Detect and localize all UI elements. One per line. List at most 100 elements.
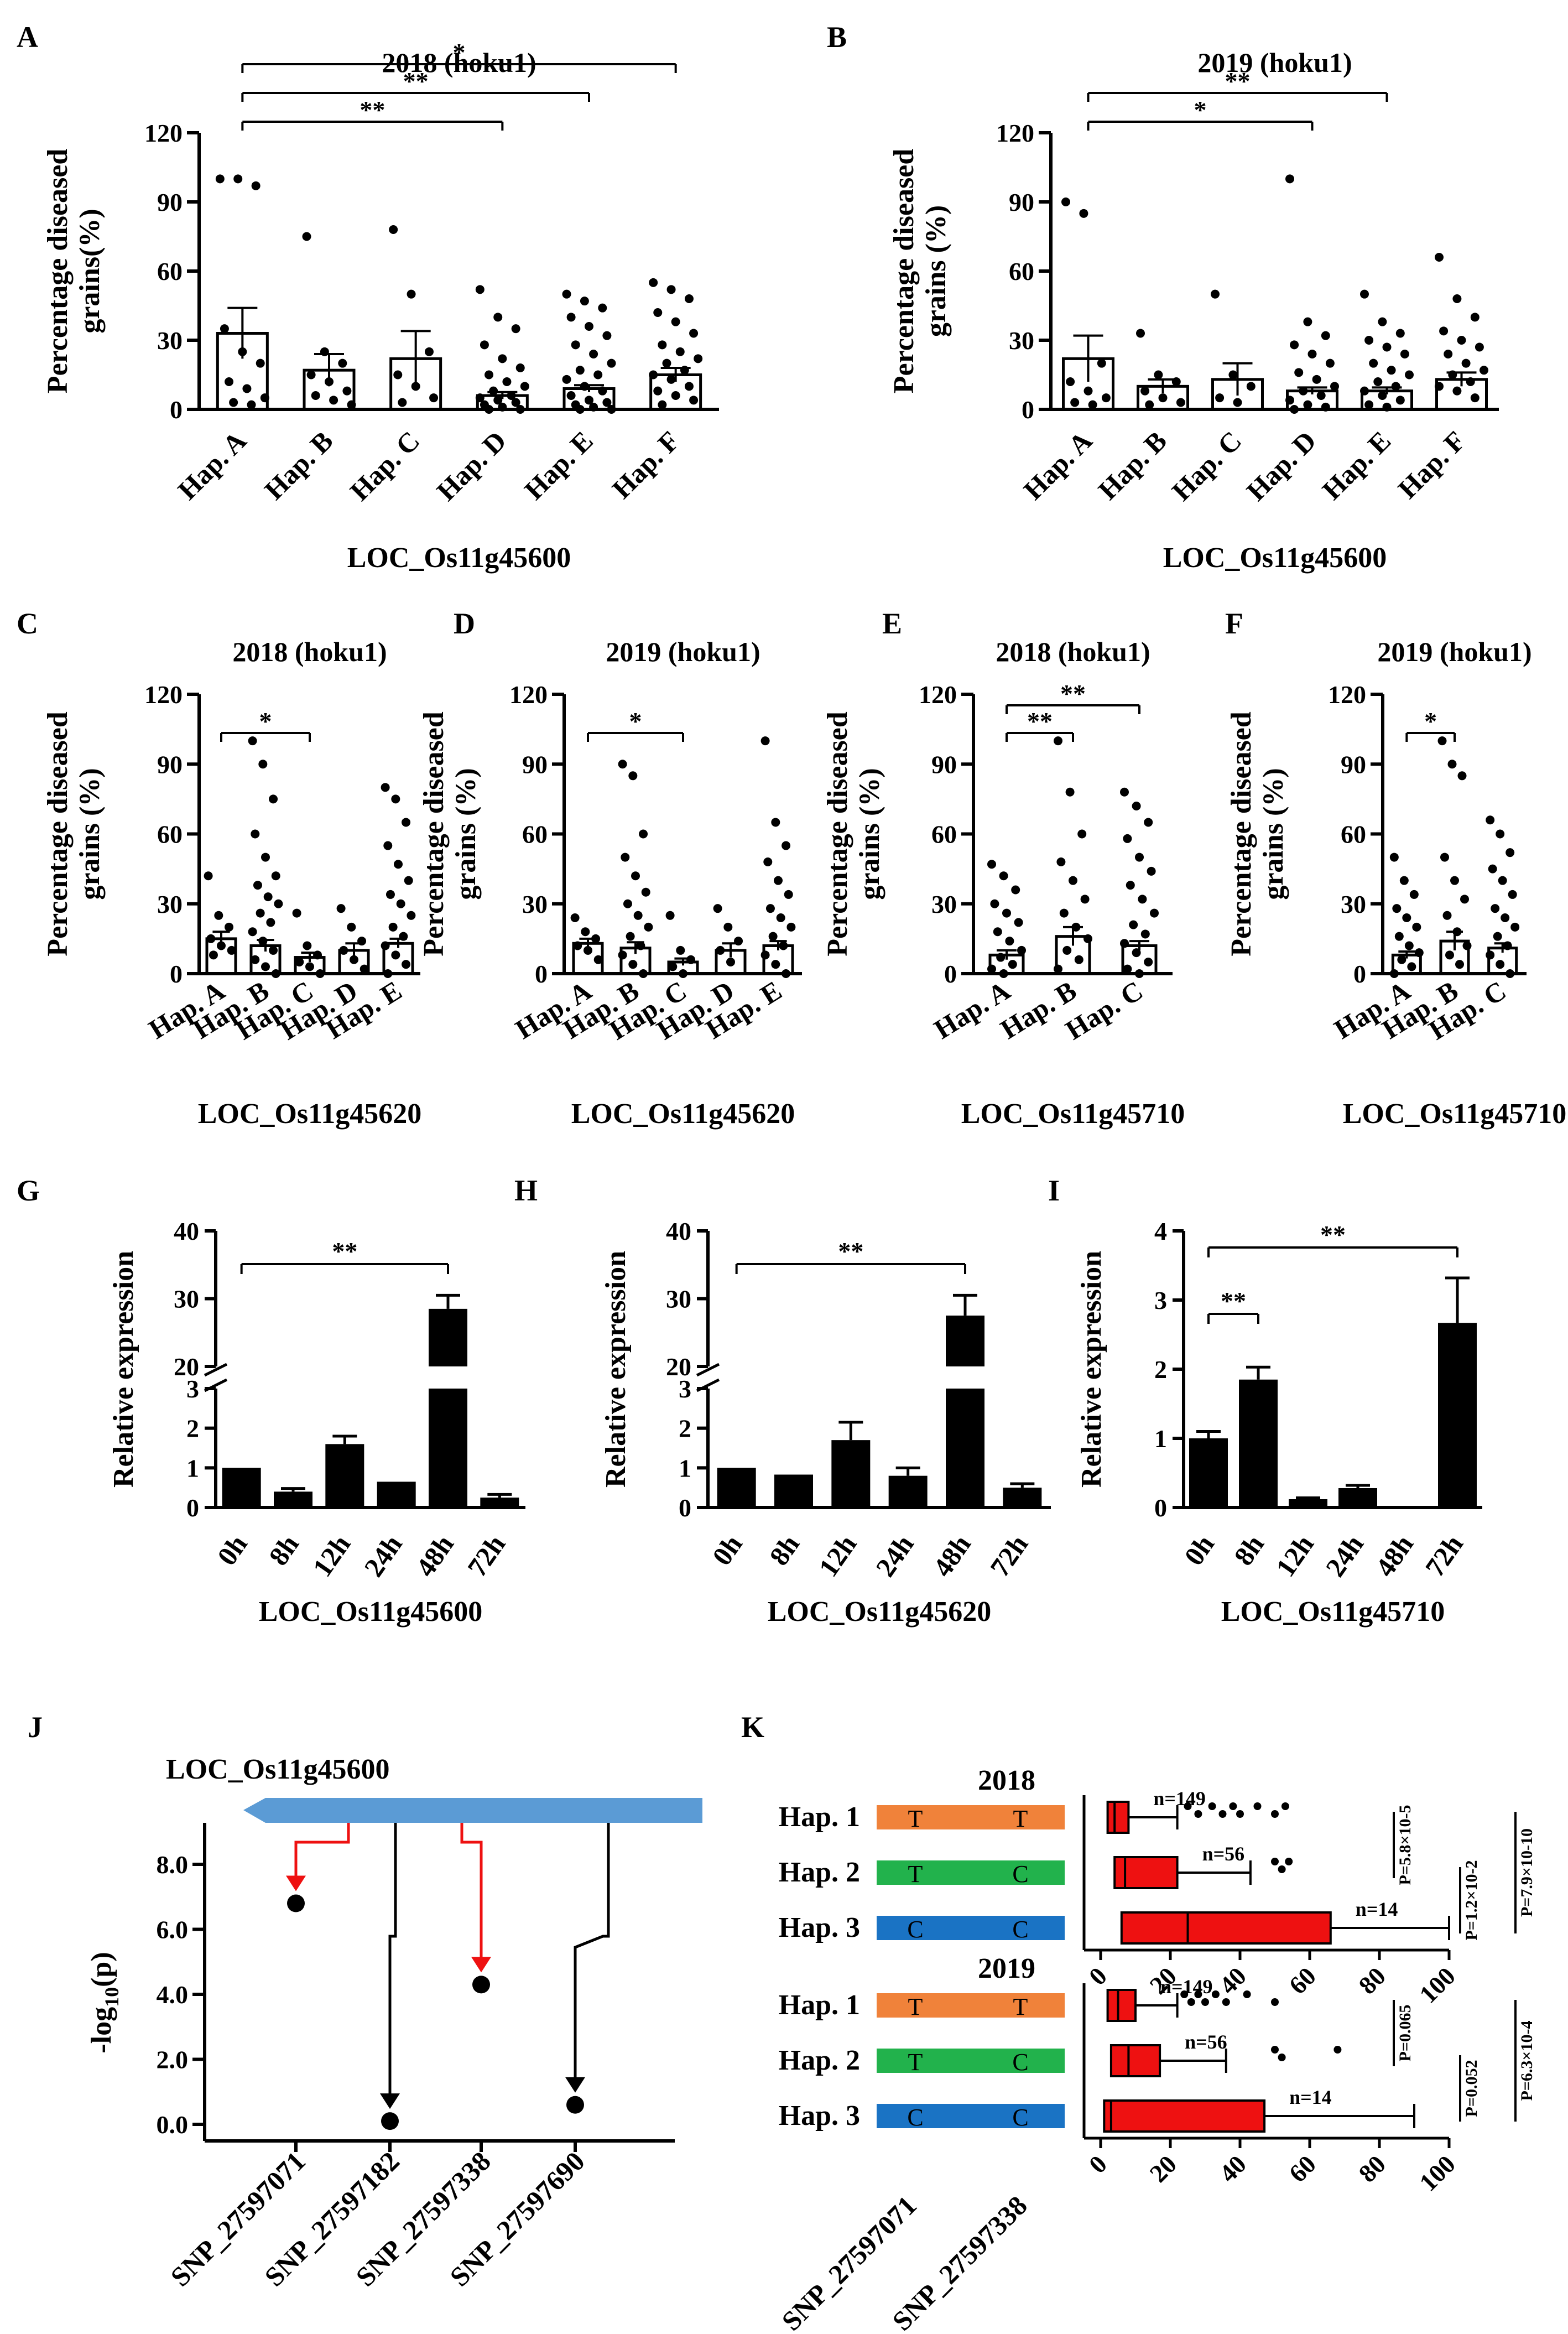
data-point: [1445, 950, 1454, 960]
x-tick-label: 100: [1414, 1962, 1461, 2009]
hap-label: Hap. 3: [779, 1912, 860, 1943]
data-point: [1069, 876, 1077, 885]
y-tick-label: 90: [1009, 188, 1034, 216]
data-point: [407, 911, 416, 920]
bar: [429, 1389, 467, 1508]
x-tick-label: 60: [1283, 2150, 1321, 2188]
outlier: [1194, 1990, 1202, 1998]
y-tick-label: 2: [1154, 1355, 1167, 1384]
data-point: [1364, 336, 1374, 345]
data-point: [1144, 818, 1153, 827]
data-point: [347, 922, 356, 932]
data-point: [993, 927, 1002, 937]
y-tick-label: 2.0: [157, 2046, 189, 2074]
data-point: [383, 969, 393, 978]
data-point: [602, 331, 612, 340]
data-point: [566, 391, 576, 400]
y-tick-label: 40: [174, 1217, 199, 1245]
box: [1106, 1801, 1130, 1834]
sig-label: *: [259, 707, 272, 735]
data-point: [644, 922, 653, 932]
data-point: [411, 382, 420, 391]
data-point: [1457, 771, 1467, 781]
data-point: [649, 278, 658, 287]
data-point: [1360, 386, 1369, 396]
data-point: [302, 232, 311, 241]
snp-connector: [460, 1823, 483, 1963]
x-axis-label: LOC_Os11g45620: [571, 1098, 795, 1130]
data-point: [1123, 964, 1132, 974]
data-point: [1400, 350, 1409, 358]
panel-title: 2018 (hoku1): [996, 636, 1150, 667]
data-point: [1101, 393, 1111, 403]
data-point: [1136, 329, 1145, 338]
data-point: [1144, 957, 1153, 966]
y-axis-label: Relative expression: [600, 1251, 632, 1488]
panel-letter: G: [17, 1174, 40, 1207]
data-point: [1246, 382, 1256, 391]
data-point: [336, 904, 346, 913]
x-tick-label: 60: [1283, 1962, 1321, 2000]
data-point: [631, 871, 640, 881]
x-tick-label: Hap. C: [344, 425, 426, 507]
snp-connector: [388, 1823, 397, 2099]
n-label: n=14: [1356, 1898, 1398, 1920]
x-tick-label: Hap. A: [929, 975, 1015, 1045]
snp-arrowhead: [471, 1957, 491, 1973]
data-point: [771, 818, 780, 827]
data-point: [1325, 358, 1335, 368]
sig-label: **: [1225, 67, 1251, 95]
outlier: [1278, 2054, 1286, 2061]
data-point: [1394, 932, 1404, 941]
data-point: [247, 400, 256, 409]
data-point: [292, 908, 301, 918]
data-point: [1510, 922, 1520, 932]
data-point: [671, 391, 680, 400]
sig-label: **: [360, 96, 385, 124]
outlier: [1201, 1998, 1209, 2006]
y-axis-label: Percentage diseasedgrains(%): [42, 149, 106, 393]
x-tick-label: 48h: [410, 1529, 460, 1582]
bar: [325, 1444, 364, 1508]
allele-2: C: [1012, 1860, 1028, 1888]
data-point: [636, 941, 645, 950]
y-tick-label: 20: [174, 1353, 199, 1381]
n-label: n=149: [1153, 1787, 1206, 1810]
data-point: [686, 955, 696, 964]
bar-upper: [429, 1308, 467, 1366]
data-point: [1501, 913, 1510, 922]
y-axis-label: Percentage diseasedgrains (%): [42, 711, 106, 956]
data-point: [776, 913, 785, 922]
data-point: [562, 375, 571, 384]
data-point: [263, 892, 273, 902]
data-point: [269, 794, 278, 804]
y-tick-label: 0: [170, 960, 183, 988]
data-point: [1215, 393, 1225, 403]
allele-bar: [877, 1993, 1065, 2018]
data-point: [1506, 848, 1515, 857]
data-point: [396, 899, 405, 908]
panel-j-association: JLOC_Os11g456000.02.04.06.08.0-log10(p)S…: [28, 1711, 702, 2293]
data-point: [320, 347, 329, 356]
data-point: [1014, 918, 1023, 927]
sig-label: *: [629, 707, 642, 735]
allele-2: T: [1013, 1805, 1028, 1832]
hap-label: Hap. 3: [779, 2100, 860, 2132]
data-point: [1299, 386, 1308, 396]
bar: [1438, 1323, 1477, 1508]
outlier: [1253, 1802, 1262, 1810]
data-point: [1369, 358, 1378, 368]
data-point: [1211, 289, 1220, 299]
data-point: [1389, 969, 1399, 978]
data-point: [1233, 398, 1242, 407]
y-axis-label: -log10(p): [86, 1952, 123, 2053]
data-point: [990, 899, 999, 908]
data-point: [763, 857, 773, 866]
data-point: [575, 405, 585, 414]
data-point: [1466, 377, 1475, 386]
outlier: [1187, 1998, 1195, 2006]
data-point: [393, 370, 403, 380]
y-tick-label: 30: [1009, 326, 1034, 355]
data-point: [1294, 368, 1304, 377]
data-point: [618, 760, 627, 769]
